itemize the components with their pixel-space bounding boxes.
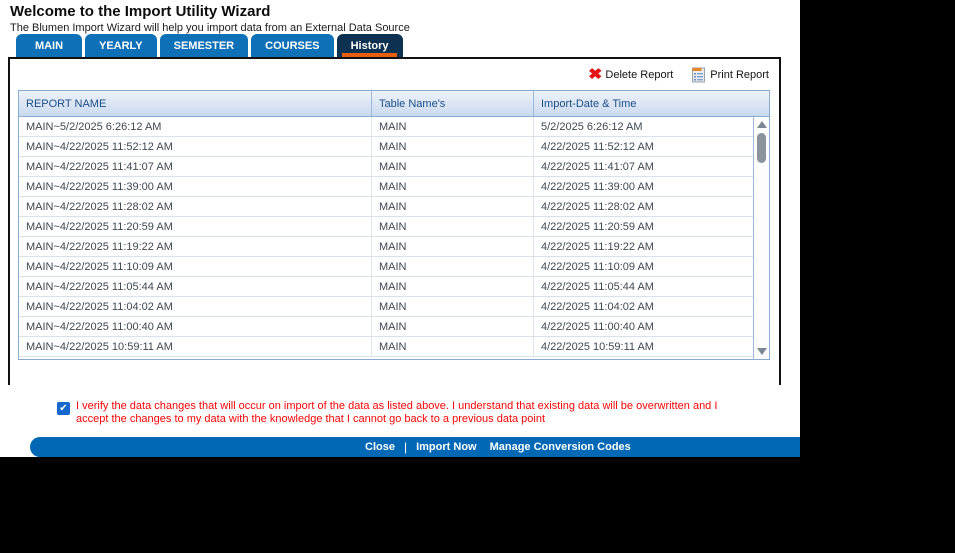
table-body: MAIN~5/2/2025 6:26:12 AM MAIN 5/2/2025 6:2… (19, 117, 753, 359)
cell-report_name: MAIN~4/22/2025 11:10:09 AM (19, 257, 372, 276)
cell-report_name: MAIN~4/22/2025 11:28:02 AM (19, 197, 372, 216)
printer-report-icon (691, 67, 706, 83)
table-row[interactable]: MAIN~4/22/2025 11:10:09 AM MAIN 4/22/2025 … (19, 257, 753, 277)
tab-yearly[interactable]: YEARLY (85, 34, 157, 57)
cell-import_date: 4/22/2025 10:59:11 AM (541, 340, 654, 353)
tab-history[interactable]: History (336, 34, 403, 57)
table-row[interactable]: MAIN~4/22/2025 11:52:12 AM MAIN 4/22/2025 … (19, 137, 753, 157)
table-row[interactable]: MAIN~4/22/2025 10:59:11 AM MAIN 4/22/2025 … (19, 337, 753, 357)
cell-import_date: 4/22/2025 11:04:02 AM (541, 300, 654, 313)
scroll-down-arrow-icon[interactable] (757, 348, 767, 355)
tab-bar: MAIN YEARLY SEMESTER COURSES History (16, 34, 403, 57)
footer-link-manage-conversion-codes[interactable]: Manage Conversion Codes (489, 441, 631, 453)
report-toolbar: ✖ Delete Report (587, 65, 769, 85)
print-report-button[interactable]: Print Report (691, 67, 769, 83)
cell-table_name: MAIN (372, 297, 534, 316)
cell-table_name: MAIN (372, 137, 534, 156)
scroll-up-arrow-icon[interactable] (757, 121, 767, 128)
cell-report_name: MAIN~4/22/2025 10:59:11 AM (19, 337, 372, 356)
cell-report_name: MAIN~4/22/2025 11:00:40 AM (19, 317, 372, 336)
cell-report_name: MAIN~5/2/2025 6:26:12 AM (19, 117, 372, 136)
table-row[interactable]: MAIN~4/22/2025 11:41:07 AM MAIN 4/22/2025 … (19, 157, 753, 177)
tab-label: SEMESTER (173, 39, 235, 52)
confirmation-row: ✔ I verify the data changes that will oc… (57, 400, 737, 426)
table-row[interactable]: MAIN~4/22/2025 11:19:22 AM MAIN 4/22/2025 … (19, 237, 753, 257)
cell-import_date: 4/22/2025 11:05:44 AM (541, 280, 654, 293)
tab-courses[interactable]: COURSES (251, 34, 334, 57)
column-header[interactable]: REPORT NAME (19, 91, 372, 116)
tab-label: YEARLY (99, 39, 143, 52)
cell-table_name: MAIN (372, 257, 534, 276)
cell-import_date: 4/22/2025 11:00:40 AM (541, 320, 654, 333)
tab-main[interactable]: MAIN (16, 34, 82, 57)
import-wizard-window: Welcome to the Import Utility Wizard The… (0, 0, 800, 457)
cell-table_name: MAIN (372, 237, 534, 256)
footer-separator: | (403, 440, 408, 454)
cell-table_name: MAIN (372, 197, 534, 216)
table-row[interactable]: MAIN~4/22/2025 11:28:02 AM MAIN 4/22/2025 … (19, 197, 753, 217)
cell-table_name: MAIN (372, 277, 534, 296)
cell-report_name: MAIN~4/22/2025 11:39:00 AM (19, 177, 372, 196)
active-tab-highlight (342, 53, 397, 57)
vertical-scrollbar[interactable] (753, 117, 769, 359)
cell-table_name: MAIN (372, 177, 534, 196)
table-row[interactable]: MAIN~4/22/2025 11:20:59 AM MAIN 4/22/2025 … (19, 217, 753, 237)
footer-link-import-now[interactable]: Import Now (416, 441, 477, 453)
cell-import_date: 4/22/2025 11:52:12 AM (541, 140, 654, 153)
column-header[interactable]: Table Name's (372, 91, 534, 116)
cell-import_date: 4/22/2025 11:19:22 AM (541, 240, 654, 253)
tab-label: COURSES (265, 39, 320, 52)
table-row[interactable]: MAIN~4/22/2025 11:39:00 AM MAIN 4/22/2025 … (19, 177, 753, 197)
cell-table_name: MAIN (372, 157, 534, 176)
page-title: Welcome to the Import Utility Wizard (10, 3, 271, 20)
footer-action-bar: Close | Import Now Manage Conversion Codes (30, 437, 800, 457)
cell-import_date: 4/22/2025 11:28:02 AM (541, 200, 654, 213)
footer-link-close[interactable]: Close (365, 441, 395, 453)
table-header-row: REPORT NAME Table Name's Import-Date & Tim… (19, 91, 769, 117)
page-subtitle: The Blumen Import Wizard will help you i… (10, 22, 410, 34)
cell-table_name: MAIN (372, 117, 534, 136)
cell-import_date: 4/22/2025 11:20:59 AM (541, 220, 654, 233)
cell-table_name: MAIN (372, 337, 534, 356)
cell-report_name: MAIN~4/22/2025 11:19:22 AM (19, 237, 372, 256)
cell-report_name: MAIN~4/22/2025 11:04:02 AM (19, 297, 372, 316)
tab-label: MAIN (34, 39, 64, 52)
cell-report_name: MAIN~4/22/2025 11:20:59 AM (19, 217, 372, 236)
table-row[interactable]: MAIN~4/22/2025 11:05:44 AM MAIN 4/22/2025 … (19, 277, 753, 297)
verify-checkbox[interactable]: ✔ (57, 402, 70, 415)
import-history-table: REPORT NAME Table Name's Import-Date & Tim… (18, 90, 770, 360)
tab-semester[interactable]: SEMESTER (159, 34, 249, 57)
cell-report_name: MAIN~4/22/2025 11:05:44 AM (19, 277, 372, 296)
cell-import_date: 4/22/2025 11:39:00 AM (541, 180, 654, 193)
delete-report-label: Delete Report (605, 69, 674, 81)
table-row[interactable]: MAIN~5/2/2025 6:26:12 AM MAIN 5/2/2025 6:2… (19, 117, 753, 137)
table-row[interactable]: MAIN~4/22/2025 11:04:02 AM MAIN 4/22/2025 … (19, 297, 753, 317)
verify-warning-text: I verify the data changes that will occu… (76, 400, 718, 425)
cell-import_date: 4/22/2025 11:41:07 AM (541, 160, 654, 173)
scrollbar-thumb[interactable] (757, 133, 766, 163)
cell-report_name: MAIN~4/22/2025 11:41:07 AM (19, 157, 372, 176)
footer-links: Close | Import Now Manage Conversion Codes (365, 437, 631, 457)
cell-import_date: 4/22/2025 11:10:09 AM (541, 260, 654, 273)
table-row[interactable]: MAIN~4/22/2025 11:00:40 AM MAIN 4/22/2025 … (19, 317, 753, 337)
cell-report_name: MAIN~4/22/2025 11:52:12 AM (19, 137, 372, 156)
cell-table_name: MAIN (372, 217, 534, 236)
cell-import_date: 5/2/2025 6:26:12 AM (541, 120, 643, 133)
delete-report-button[interactable]: ✖ Delete Report (587, 66, 674, 83)
tab-label: History (350, 39, 389, 52)
print-report-label: Print Report (710, 69, 769, 81)
column-header[interactable]: Import-Date & Time (541, 97, 637, 110)
cell-table_name: MAIN (372, 317, 534, 336)
delete-x-icon: ✖ (587, 66, 603, 83)
history-panel: ✖ Delete Report (8, 57, 781, 385)
